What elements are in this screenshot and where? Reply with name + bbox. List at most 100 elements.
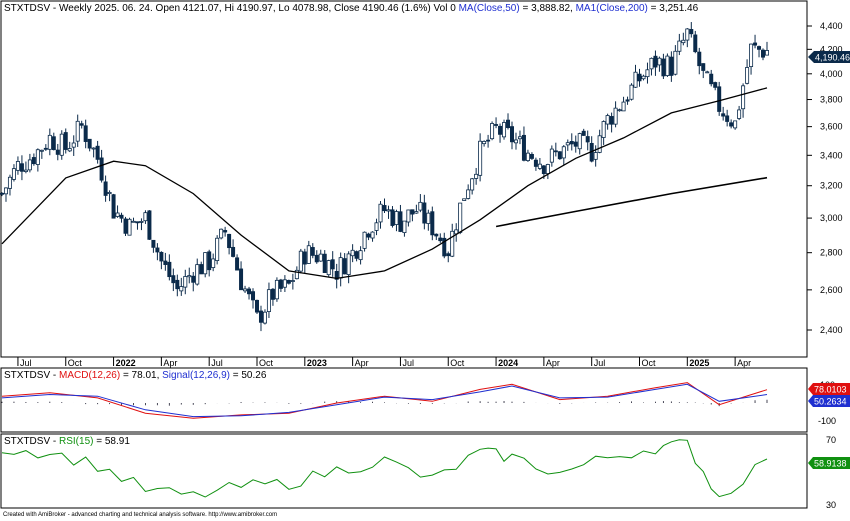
x-tick-label: Oct [642,358,657,368]
candle-body [203,252,208,275]
rsi-header-symbol: STXTDSV - [4,436,59,447]
candle-body [350,249,355,257]
candle-body [67,148,72,152]
x-tick-label: 2023 [307,358,327,368]
candle-body [139,220,144,223]
candle-body [466,189,471,199]
ma50-line [1,87,768,280]
candle-body [354,251,359,259]
candle-body [159,251,164,262]
candle-body [533,159,538,167]
candle-body [111,194,116,219]
candle-body [725,115,730,122]
candle-body [669,56,674,76]
candle-body [474,173,479,179]
candle-body [490,123,495,140]
candle-body [362,231,367,249]
candle-body [426,212,431,224]
candle-body [486,139,491,142]
candle-body [757,46,762,50]
candle-body [191,275,196,283]
candle-body [390,209,395,226]
candle-body [71,142,76,148]
candle-body [458,202,463,233]
candle-body [541,165,546,175]
candle-body [115,212,120,217]
price-y-axis: 2,400 2,600 2,800 3,000 3,200 3,400 3,600 3,800… [807,21,843,335]
candle-body [601,121,606,138]
signal-tag-text: 50.2634 [814,397,847,407]
candle-body [498,125,503,135]
candle-body [478,140,483,176]
candle-body [374,222,379,231]
candle-body [262,311,267,324]
price-tick-label: 4,200 [820,44,843,54]
macd-tick-neg100: -100 [818,416,836,426]
candle-body [717,86,722,112]
x-tick-label: Jul [594,358,606,368]
candle-body [565,142,570,146]
candle-body [334,271,339,280]
candle-body [402,220,407,234]
candle-body [147,210,152,240]
candle-body [75,120,80,142]
candle-body [569,141,574,145]
candle-body [310,247,315,256]
candle-body [59,133,64,156]
candle-body [697,51,702,67]
candle-body [605,115,610,125]
x-tick-label: Oct [450,358,465,368]
rsi-panel-frame [0,433,808,509]
candle-body [247,288,252,295]
candle-body [47,134,52,150]
candle-body [211,258,216,269]
macd-histogram [1,399,768,407]
candle-body [278,279,283,289]
candle-body [749,43,754,68]
candle-body [581,130,586,136]
candle-body [270,288,275,300]
candle-body [677,40,682,52]
candle-body [765,50,770,56]
candle-body [553,150,558,153]
candle-body [79,123,84,126]
candle-body [27,159,32,171]
candle-body [593,152,598,160]
candle-body [119,214,124,219]
x-tick-label: Jul [20,358,32,368]
ma1-label: MA1(Close,200) [576,3,648,14]
candle-body [51,136,56,151]
signal-tag: 50.2634 [808,395,850,407]
candle-body [641,75,646,80]
candle-body [338,257,343,279]
macd-tag: 78.0103 [808,383,850,395]
candle-body [175,279,180,290]
candle-body [171,275,176,284]
candle-body [87,138,92,149]
candle-body [470,178,475,191]
candle-body [15,161,20,171]
candle-body [537,163,542,169]
macd-label: MACD(12,26) [59,370,120,381]
candle-body [342,258,347,275]
signal-line [1,383,768,418]
last-price-tag: 4,190.46 [808,51,850,63]
signal-label: Signal(12,26,9) [162,370,230,381]
candle-body [199,264,204,275]
candle-body [729,122,734,127]
candle-body [613,107,618,125]
candle-body [709,73,714,85]
candle-body [223,230,228,233]
candle-body [394,211,399,225]
candle-body [621,101,626,112]
candle-body [406,209,411,223]
candle-body [39,149,44,152]
rsi-header: STXTDSV - RSI(15) = 58.91 [4,436,130,447]
x-tick-label: Apr [355,358,369,368]
candle-body [701,63,706,71]
candle-body [378,203,383,223]
price-tick-label: 3,000 [820,213,843,223]
candle-body [382,205,387,212]
candle-body [314,254,319,263]
